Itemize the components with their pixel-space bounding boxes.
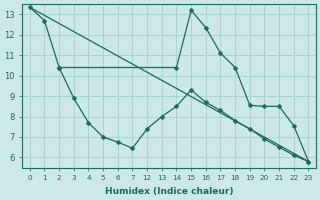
- X-axis label: Humidex (Indice chaleur): Humidex (Indice chaleur): [105, 187, 233, 196]
